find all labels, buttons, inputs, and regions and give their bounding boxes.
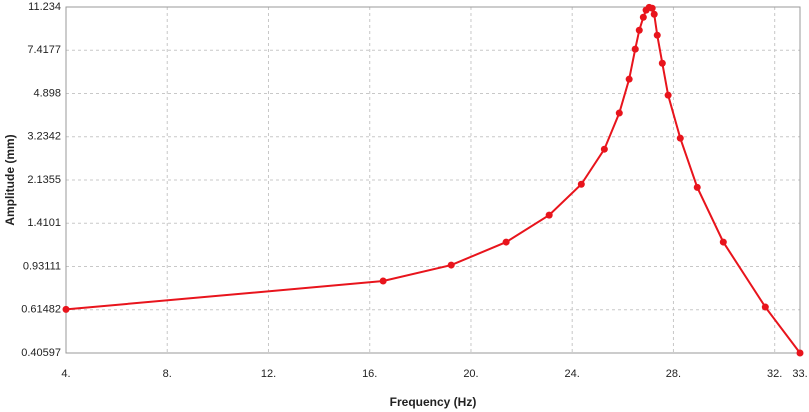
x-tick-label: 16. [362,368,377,380]
data-point [545,211,553,219]
data-point [664,91,672,99]
y-tick-label: 7.4177 [27,44,61,56]
data-point [648,4,656,12]
y-tick-label: 0.40597 [21,347,61,359]
y-axis-title: Amplitude (mm) [3,134,17,225]
data-point [447,261,455,269]
data-point [631,45,639,53]
x-tick-label: 20. [463,368,478,380]
y-tick-label: 0.61482 [21,304,61,316]
data-point [658,59,666,67]
data-point [502,238,510,246]
x-tick-label: 8. [163,368,172,380]
data-point [615,109,623,117]
data-point [653,31,661,39]
y-tick-label: 2.1355 [27,174,61,186]
data-point [62,305,70,313]
data-point [650,10,658,18]
data-point [600,145,608,153]
data-point [577,180,585,188]
x-tick-label: 33. [792,368,807,380]
data-point [761,303,769,311]
x-tick-label: 4. [61,368,70,380]
data-point [693,183,701,191]
y-tick-label: 1.4101 [27,217,61,229]
data-point [676,134,684,142]
y-tick-label: 4.898 [33,87,61,99]
data-point [635,26,643,34]
x-axis-title: Frequency (Hz) [390,395,477,409]
data-point [796,349,804,357]
data-point [639,13,647,21]
y-tick-label: 11.234 [28,1,61,13]
x-tick-label: 32. [767,368,782,380]
plot-frame [65,6,801,354]
data-point [625,75,633,83]
y-tick-label: 0.93111 [23,260,61,272]
y-tick-label: 3.2342 [27,131,61,143]
x-tick-label: 28. [666,368,681,380]
data-point [719,238,727,246]
data-point [379,277,387,285]
x-tick-label: 24. [565,368,580,380]
data-line [65,6,801,354]
x-tick-label: 12. [261,368,276,380]
